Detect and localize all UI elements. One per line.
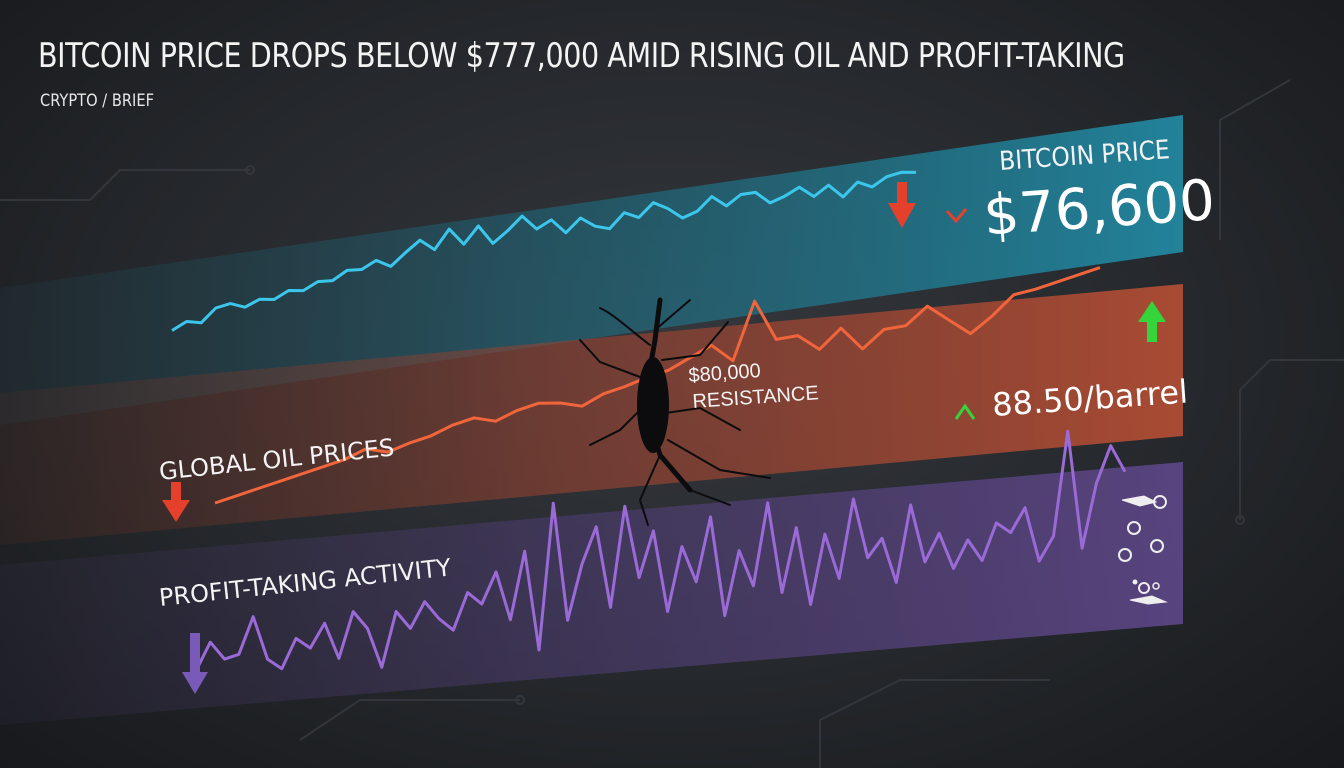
coin-icon — [1118, 521, 1164, 562]
circuit-background — [0, 79, 1344, 768]
bitcoin-panel — [0, 115, 1183, 425]
coins-hand-icon — [1121, 495, 1168, 605]
profit-down-arrow-icon — [182, 633, 208, 694]
chevron-up-icon — [954, 403, 976, 420]
down-arrow-icon — [888, 182, 916, 228]
kicker-category: CRYPTO / BRIEF — [40, 91, 154, 111]
bitcoin-price-line — [171, 170, 917, 332]
chevron-down-icon — [945, 208, 968, 224]
up-arrow-icon — [1138, 301, 1166, 342]
resistance-value-label: $80,000 — [688, 360, 762, 387]
profit-panel — [0, 462, 1183, 725]
profit-taking-line — [194, 429, 1127, 672]
bitcoin-price-value: $76,600 — [981, 168, 1217, 249]
oil-panel — [0, 284, 1183, 545]
headline: BITCOIN PRICE DROPS BELOW $777,000 AMID … — [38, 36, 1125, 76]
oil-down-arrow-icon — [162, 482, 190, 522]
crack-graphic — [579, 297, 771, 526]
